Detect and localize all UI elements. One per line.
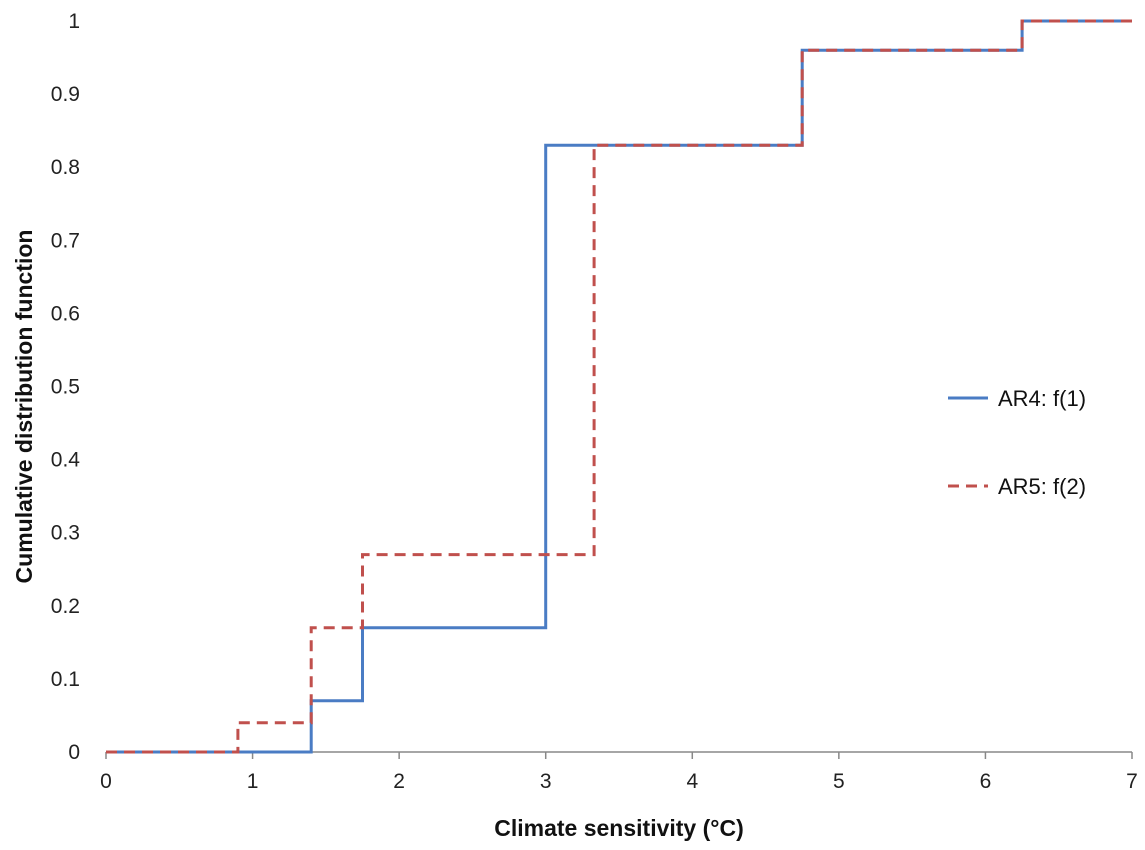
x-tick-label: 0 xyxy=(100,770,112,793)
series-line-ar4 xyxy=(106,19,1132,754)
y-tick-label: 0.1 xyxy=(51,668,80,691)
y-tick-label: 0.4 xyxy=(51,449,81,472)
y-tick-label: 0.5 xyxy=(51,376,80,399)
y-tick-label: 0.8 xyxy=(51,156,80,179)
y-axis-title: Cumulative distribution function xyxy=(11,230,37,584)
x-tick-label: 6 xyxy=(980,770,992,793)
y-tick-label: 1 xyxy=(68,10,80,33)
x-tick-label: 1 xyxy=(247,770,259,793)
y-axis-ticks: 0 0.1 0.2 0.3 0.4 0.5 0.6 0.7 0.8 0.9 1 xyxy=(51,10,81,764)
x-tick-label: 2 xyxy=(393,770,405,793)
x-axis-ticks: 0 1 2 3 4 5 6 7 xyxy=(100,752,1138,793)
y-tick-label: 0.6 xyxy=(51,302,80,325)
y-tick-label: 0.3 xyxy=(51,522,80,545)
series-layer xyxy=(106,19,1132,754)
x-tick-label: 3 xyxy=(540,770,552,793)
y-tick-label: 0.2 xyxy=(51,595,80,618)
legend-label: AR5: f(2) xyxy=(998,474,1086,499)
y-tick-label: 0 xyxy=(68,741,80,764)
legend: AR4: f(1) AR5: f(2) xyxy=(948,386,1086,499)
y-tick-label: 0.9 xyxy=(51,83,80,106)
x-tick-label: 5 xyxy=(833,770,845,793)
legend-label: AR4: f(1) xyxy=(998,386,1086,411)
y-tick-label: 0.7 xyxy=(51,229,80,252)
x-axis-title: Climate sensitivity (°C) xyxy=(494,815,744,841)
x-tick-label: 7 xyxy=(1126,770,1138,793)
series-line-ar5 xyxy=(106,19,1132,754)
x-tick-label: 4 xyxy=(686,770,698,793)
